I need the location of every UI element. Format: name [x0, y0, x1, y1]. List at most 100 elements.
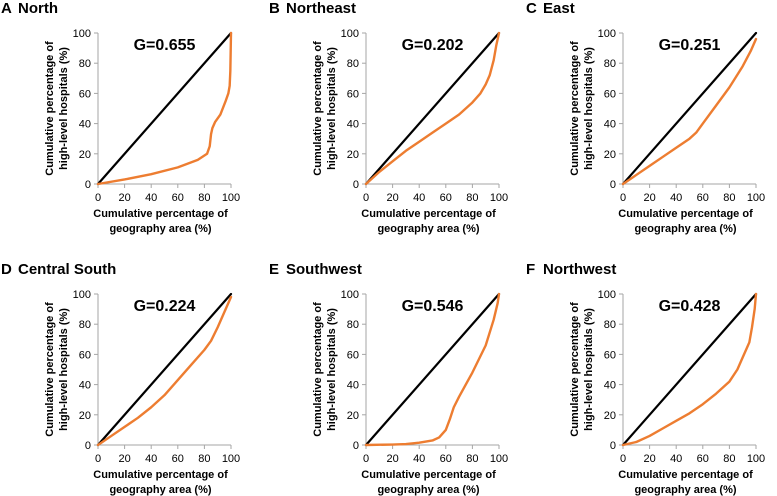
y-tick-label: 0: [610, 440, 616, 452]
y-tick-label: 0: [85, 440, 91, 452]
x-tick-label: 100: [747, 453, 765, 465]
panel-letter: D: [1, 261, 12, 278]
x-tick-label: 0: [95, 192, 101, 204]
panel-title: Northeast: [286, 0, 356, 17]
lorenz-curve: [621, 292, 758, 447]
y-tick-label: 80: [604, 58, 616, 70]
y-tick-label: 40: [79, 380, 91, 392]
x-axis-title-line1: Cumulative percentage of: [93, 208, 228, 220]
y-tick-label: 100: [341, 28, 359, 40]
y-tick-label: 100: [73, 28, 91, 40]
y-tick-label: 40: [604, 380, 616, 392]
x-tick-label: 100: [222, 192, 240, 204]
x-axis-title-line1: Cumulative percentage of: [361, 469, 496, 481]
x-tick-label: 60: [440, 453, 452, 465]
y-tick-label: 40: [604, 119, 616, 131]
x-tick-label: 100: [747, 192, 765, 204]
gini-annotation: G=0.546: [402, 298, 464, 315]
equality-line: [96, 292, 233, 447]
y-tick-label: 60: [347, 349, 359, 361]
x-tick-label: 100: [490, 453, 508, 465]
lorenz-curve: [96, 295, 233, 447]
panel-c: C East 0 20 40 60 80 100 0 20 40 60 80 100 G=0.251 Cumu…: [526, 0, 765, 235]
x-tick-label: 80: [723, 192, 735, 204]
x-tick-label: 0: [620, 453, 626, 465]
panel-title: Northwest: [543, 261, 616, 278]
y-axis-title-line1: Cumulative percentage of: [569, 302, 581, 437]
panel-title: Central South: [18, 261, 116, 278]
x-tick-label: 60: [697, 453, 709, 465]
y-tick-label: 0: [85, 179, 91, 191]
x-tick-label: 60: [440, 192, 452, 204]
gini-annotation: G=0.251: [659, 37, 721, 54]
panel-title: Southwest: [286, 261, 362, 278]
gini-annotation: G=0.224: [134, 298, 196, 315]
y-tick-label: 80: [79, 319, 91, 331]
y-axis-title: Cumulative percentage of high-level hospi…: [312, 41, 338, 176]
y-tick-label: 60: [347, 88, 359, 100]
lorenz-curve: [364, 31, 501, 186]
x-tick-label: 20: [643, 453, 655, 465]
x-tick-label: 20: [118, 192, 130, 204]
y-tick-label: 0: [353, 179, 359, 191]
y-tick-label: 80: [79, 58, 91, 70]
panel-letter: A: [1, 0, 12, 17]
panel-letter: B: [269, 0, 280, 17]
x-tick-label: 20: [386, 192, 398, 204]
x-tick-label: 60: [172, 192, 184, 204]
y-axis-title-line2: high-level hospitals (%): [326, 47, 338, 170]
panel-letter: F: [526, 261, 535, 278]
panel-d: D Central South 0 20 40 60 80 100 0 20 40 60 80 100 G=…: [1, 261, 240, 496]
y-tick-label: 20: [79, 149, 91, 161]
x-tick-label: 20: [118, 453, 130, 465]
x-axis-title-line1: Cumulative percentage of: [618, 208, 753, 220]
x-tick-label: 80: [198, 453, 210, 465]
y-tick-label: 100: [73, 289, 91, 301]
x-tick-label: 80: [466, 453, 478, 465]
x-tick-label: 40: [145, 453, 157, 465]
y-tick-label: 40: [79, 119, 91, 131]
x-axis-title-line1: Cumulative percentage of: [93, 469, 228, 481]
y-axis-title: Cumulative percentage of high-level hospi…: [44, 41, 70, 176]
x-tick-label: 0: [363, 453, 369, 465]
gini-annotation: G=0.428: [659, 298, 721, 315]
y-tick-label: 0: [610, 179, 616, 191]
equality-line: [96, 31, 233, 186]
x-tick-label: 80: [723, 453, 735, 465]
y-tick-label: 60: [604, 349, 616, 361]
x-axis-title-line2: geography area (%): [377, 223, 479, 235]
y-axis-title-line1: Cumulative percentage of: [44, 41, 56, 176]
panel-e: E Southwest 0 20 40 60 80 100 0 20 40 60 80 100 G=0.54…: [269, 261, 508, 496]
y-tick-label: 20: [79, 410, 91, 422]
x-tick-label: 40: [413, 192, 425, 204]
x-tick-label: 100: [490, 192, 508, 204]
y-tick-label: 80: [347, 58, 359, 70]
gini-annotation: G=0.202: [402, 37, 464, 54]
y-axis-title-line2: high-level hospitals (%): [326, 308, 338, 431]
panel-title: East: [543, 0, 575, 17]
y-axis-title: Cumulative percentage of high-level hospi…: [312, 302, 338, 437]
y-axis-title: Cumulative percentage of high-level hospi…: [569, 41, 595, 176]
y-tick-label: 60: [79, 88, 91, 100]
x-tick-label: 40: [145, 192, 157, 204]
panel-b: B Northeast 0 20 40 60 80 100 0 20 40 60 80 100 G=0.20…: [269, 0, 508, 235]
x-tick-label: 0: [620, 192, 626, 204]
y-tick-label: 100: [341, 289, 359, 301]
gini-annotation: G=0.655: [134, 37, 196, 54]
y-axis-title-line2: high-level hospitals (%): [583, 47, 595, 170]
equality-line: [364, 31, 501, 186]
x-tick-label: 100: [222, 453, 240, 465]
y-tick-label: 60: [79, 349, 91, 361]
panel-a: A North 0 20 40 60 80 100 0 20 40 60 80 100 G=0.655 Cum…: [1, 0, 240, 235]
lorenz-curve: [621, 37, 758, 186]
y-tick-label: 40: [347, 119, 359, 131]
x-tick-label: 80: [198, 192, 210, 204]
x-axis-title-line1: Cumulative percentage of: [361, 208, 496, 220]
y-tick-label: 80: [347, 319, 359, 331]
x-axis-title-line2: geography area (%): [634, 223, 736, 235]
y-axis-title-line1: Cumulative percentage of: [312, 41, 324, 176]
y-axis-title-line1: Cumulative percentage of: [569, 41, 581, 176]
x-axis-title-line2: geography area (%): [109, 484, 211, 496]
y-axis-title: Cumulative percentage of high-level hospi…: [569, 302, 595, 437]
